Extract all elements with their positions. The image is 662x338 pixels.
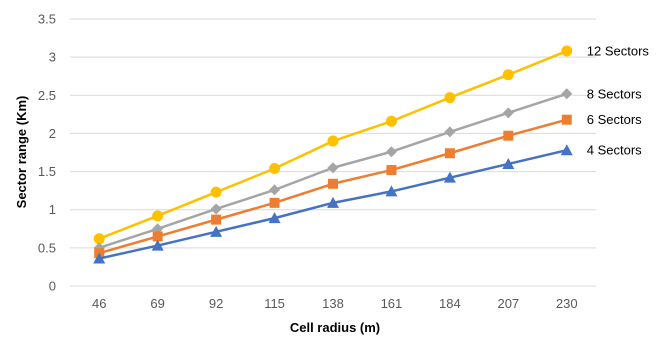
data-point: [210, 225, 223, 237]
y-tick-label: 1: [49, 202, 56, 217]
series-labels: 12 Sectors 8 Sectors 6 Sectors 4 Sectors: [587, 44, 650, 158]
data-point: [327, 162, 339, 174]
y-tick-label: 3: [49, 50, 56, 65]
y-tick-label: 0: [49, 279, 56, 294]
y-tick-label: 2.5: [38, 88, 56, 103]
data-point: [211, 214, 222, 225]
series-12-sectors: [93, 45, 573, 245]
data-point: [443, 171, 456, 183]
data-point: [444, 148, 455, 159]
data-point: [327, 135, 339, 147]
series-4-sectors: [93, 144, 573, 264]
x-tick-label: 138: [322, 296, 344, 311]
data-point: [561, 114, 572, 125]
y-axis-title: Sector range (Km): [14, 96, 29, 209]
data-point: [328, 178, 338, 189]
data-point: [561, 45, 573, 57]
data-point: [268, 212, 281, 224]
data-point: [385, 146, 397, 158]
data-point: [152, 210, 164, 222]
data-point: [502, 107, 514, 119]
x-tick-label: 46: [92, 296, 106, 311]
y-tick-label: 3.5: [38, 12, 56, 27]
data-point: [503, 130, 514, 141]
x-axis-ticks: 46 69 92 115 138 161 184 207 230: [92, 296, 578, 311]
gridlines: [70, 18, 596, 287]
y-tick-label: 1.5: [38, 164, 56, 179]
series-label: 6 Sectors: [587, 112, 642, 127]
data-point: [560, 144, 573, 156]
y-tick-label: 2: [49, 126, 56, 141]
x-tick-label: 92: [209, 296, 223, 311]
data-point: [152, 231, 163, 242]
y-axis-ticks: 0 0.5 1 1.5 2 2.5 3 3.5: [38, 12, 56, 294]
series-lines: [93, 45, 573, 264]
data-point: [385, 115, 397, 127]
x-tick-label: 230: [556, 296, 578, 311]
data-point: [269, 197, 280, 208]
x-tick-label: 69: [150, 296, 164, 311]
data-point: [151, 239, 164, 251]
x-tick-label: 115: [264, 296, 285, 311]
data-point: [502, 69, 514, 81]
data-point: [269, 184, 281, 196]
data-point: [327, 196, 339, 208]
x-tick-label: 184: [439, 296, 461, 311]
series-label: 4 Sectors: [587, 143, 642, 158]
series-label: 12 Sectors: [587, 44, 650, 59]
data-point: [386, 165, 397, 176]
x-axis-title: Cell radius (m): [290, 320, 380, 335]
data-point: [444, 126, 456, 138]
data-point: [502, 157, 515, 169]
data-point: [269, 163, 281, 175]
series-label: 8 Sectors: [587, 86, 642, 101]
data-point: [385, 185, 398, 197]
x-tick-label: 161: [381, 296, 403, 311]
series-8-sectors: [93, 88, 573, 254]
y-tick-label: 0.5: [38, 240, 56, 255]
data-point: [93, 233, 105, 245]
x-tick-label: 207: [497, 296, 519, 311]
data-point: [93, 252, 106, 264]
data-point: [444, 92, 456, 104]
data-point: [210, 203, 222, 215]
data-point: [561, 88, 573, 100]
data-point: [210, 186, 222, 198]
